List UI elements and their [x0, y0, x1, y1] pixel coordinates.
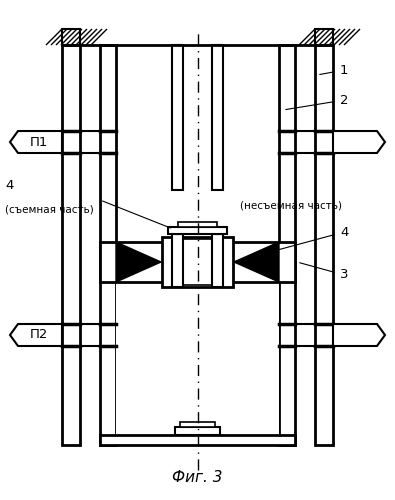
Bar — [172, 234, 183, 287]
Text: (несъемная часть): (несъемная часть) — [240, 200, 342, 210]
Bar — [180, 422, 215, 427]
Bar — [175, 427, 220, 435]
Text: П2: П2 — [30, 328, 48, 342]
Text: 4: 4 — [5, 179, 13, 192]
Bar — [100, 45, 116, 445]
Text: Фиг. 3: Фиг. 3 — [172, 470, 223, 486]
Text: (съемная часть): (съемная часть) — [5, 205, 94, 215]
Text: 4: 4 — [236, 226, 348, 262]
Bar — [100, 435, 295, 445]
Bar — [279, 45, 295, 445]
Polygon shape — [10, 131, 62, 153]
Polygon shape — [116, 242, 161, 282]
Bar — [315, 29, 333, 45]
Bar — [212, 45, 223, 190]
Bar — [62, 29, 80, 45]
Polygon shape — [234, 242, 279, 282]
Polygon shape — [10, 324, 62, 346]
Text: 3: 3 — [300, 262, 348, 281]
Bar — [212, 234, 223, 287]
Bar — [100, 242, 295, 282]
Text: 1: 1 — [320, 64, 348, 76]
Text: 2: 2 — [286, 94, 348, 110]
Polygon shape — [333, 131, 385, 153]
Bar — [172, 45, 183, 190]
Bar — [62, 45, 80, 445]
Bar — [162, 237, 233, 287]
Bar — [178, 222, 217, 227]
Bar — [315, 29, 333, 45]
Polygon shape — [333, 324, 385, 346]
Bar — [168, 227, 227, 234]
Bar — [315, 45, 333, 445]
Text: П1: П1 — [30, 136, 48, 148]
Bar — [172, 239, 223, 285]
Bar — [62, 29, 80, 45]
Bar — [116, 282, 279, 445]
